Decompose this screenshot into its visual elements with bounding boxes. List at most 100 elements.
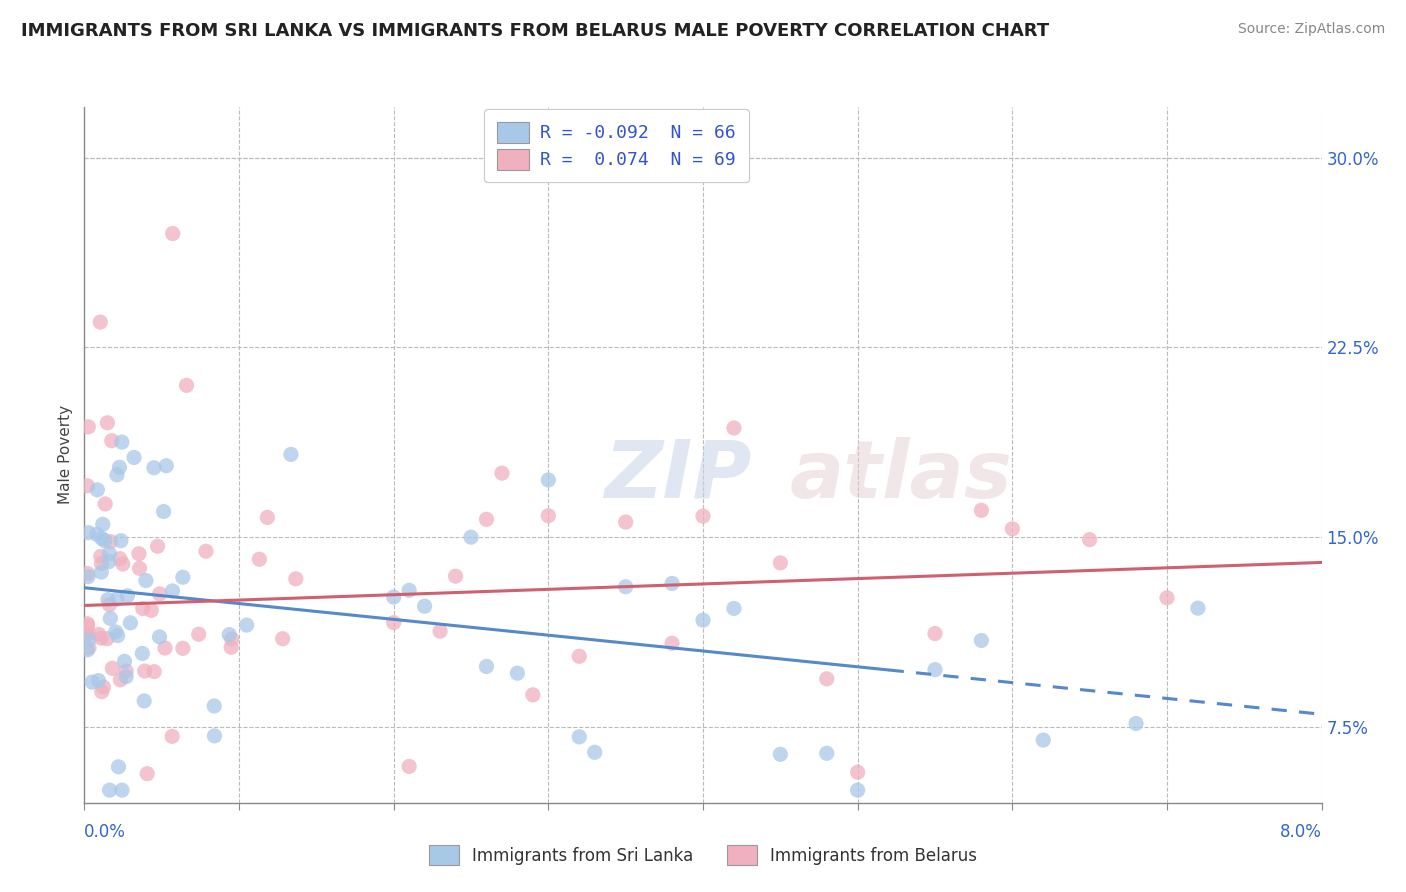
Text: 0.0%: 0.0% (84, 823, 127, 841)
Point (101, 434, 124, 448)
Point (444, 569, 467, 583)
Point (235, 618, 257, 632)
Point (247, 552, 270, 566)
Point (219, 640, 242, 655)
Point (96, 632, 118, 646)
Text: Source: ZipAtlas.com: Source: ZipAtlas.com (1237, 22, 1385, 37)
Point (90, 565, 112, 579)
Point (115, 664, 138, 678)
Point (970, 633, 993, 648)
Point (506, 666, 529, 681)
Point (110, 673, 132, 687)
Point (475, 659, 498, 673)
Point (77, 632, 100, 647)
Point (131, 647, 153, 661)
Point (117, 589, 139, 603)
Point (661, 636, 683, 650)
Point (202, 698, 225, 713)
Point (135, 574, 157, 588)
Point (692, 613, 714, 627)
Point (1187, 601, 1209, 615)
Point (152, 504, 174, 518)
Point (537, 473, 560, 487)
Point (815, 672, 838, 686)
Point (110, 533, 132, 548)
Point (97, 592, 120, 607)
Point (86, 527, 108, 541)
Point (149, 587, 172, 601)
Point (77, 420, 100, 434)
Point (90, 532, 112, 546)
Point (522, 688, 544, 702)
Point (614, 580, 637, 594)
Point (846, 783, 869, 797)
Point (76, 566, 98, 581)
Point (218, 627, 240, 641)
Point (94, 497, 117, 511)
Point (76, 626, 98, 640)
Point (475, 512, 498, 526)
Point (90, 557, 112, 571)
Point (105, 467, 128, 482)
Point (134, 694, 156, 708)
Point (1078, 533, 1101, 547)
Point (398, 583, 420, 598)
Point (82, 675, 104, 690)
Point (77, 640, 100, 655)
Point (96, 416, 118, 430)
Point (204, 729, 226, 743)
Point (195, 544, 218, 558)
Point (107, 628, 129, 642)
Point (271, 632, 294, 646)
Point (114, 654, 136, 668)
Point (284, 572, 307, 586)
Point (661, 576, 683, 591)
Point (90, 631, 112, 645)
Point (413, 599, 436, 614)
Point (692, 509, 714, 524)
Legend: R = -0.092  N = 66, R =  0.074  N = 69: R = -0.092 N = 66, R = 0.074 N = 69 (484, 109, 748, 183)
Point (76, 619, 98, 633)
Point (162, 227, 184, 241)
Point (87, 627, 110, 641)
Point (160, 730, 183, 744)
Point (815, 746, 838, 760)
Point (93, 680, 115, 694)
Point (111, 783, 134, 797)
Point (1032, 733, 1054, 747)
Point (100, 534, 122, 549)
Point (614, 515, 637, 529)
Point (1125, 716, 1147, 731)
Point (143, 665, 166, 679)
Point (76, 479, 98, 493)
Point (98, 598, 121, 612)
Text: IMMIGRANTS FROM SRI LANKA VS IMMIGRANTS FROM BELARUS MALE POVERTY CORRELATION CH: IMMIGRANTS FROM SRI LANKA VS IMMIGRANTS … (21, 22, 1049, 40)
Point (134, 664, 156, 678)
Point (970, 503, 993, 517)
Point (111, 435, 134, 450)
Point (77, 569, 100, 583)
Point (723, 421, 745, 435)
Point (98, 783, 121, 797)
Point (924, 626, 946, 640)
Point (90, 684, 112, 698)
Point (846, 765, 869, 780)
Point (568, 730, 591, 744)
Point (1001, 522, 1024, 536)
Point (221, 632, 243, 646)
Point (148, 630, 170, 644)
Y-axis label: Male Poverty: Male Poverty (58, 405, 73, 505)
Point (128, 561, 150, 575)
Point (256, 510, 278, 524)
Point (77, 627, 100, 641)
Point (122, 450, 145, 465)
Point (87, 673, 110, 688)
Point (111, 557, 134, 571)
Point (162, 584, 184, 599)
Point (537, 508, 560, 523)
Point (115, 669, 138, 683)
Point (98, 611, 121, 625)
Point (280, 447, 302, 461)
Point (141, 603, 163, 617)
Point (108, 460, 131, 475)
